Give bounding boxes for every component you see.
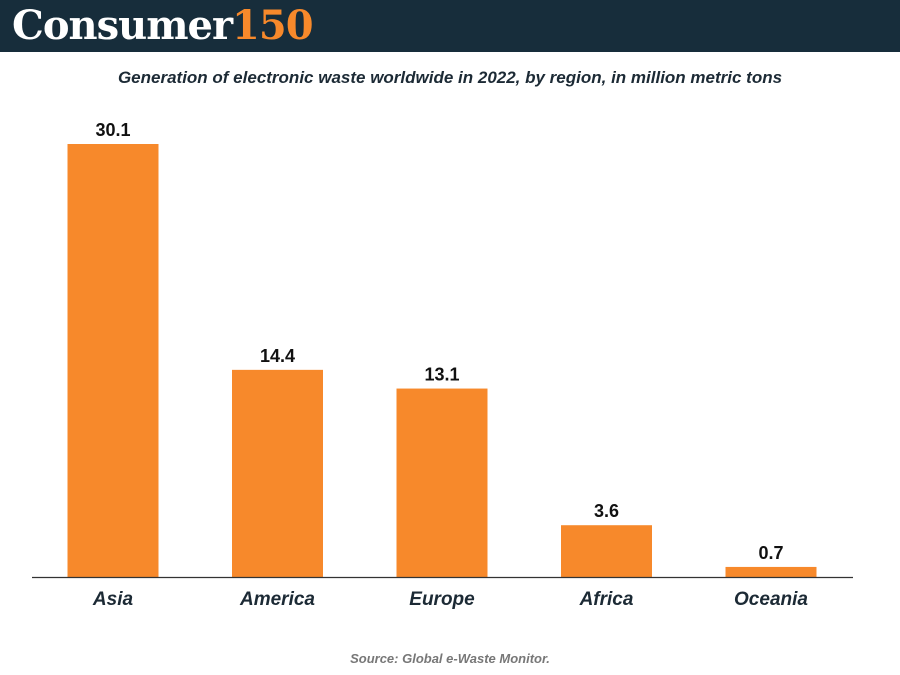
category-label-africa: Africa xyxy=(579,589,634,610)
bar-africa xyxy=(561,525,652,577)
value-label-oceania: 0.7 xyxy=(758,543,783,563)
category-label-europe: Europe xyxy=(409,589,475,610)
category-label-america: America xyxy=(239,589,315,610)
bar-asia xyxy=(67,144,159,577)
value-label-africa: 3.6 xyxy=(594,501,619,521)
header-bar: Consumer150 xyxy=(0,0,900,52)
category-label-asia: Asia xyxy=(92,589,134,610)
value-label-europe: 13.1 xyxy=(424,365,459,385)
category-label-oceania: Oceania xyxy=(734,589,808,610)
bar-oceania xyxy=(725,566,817,577)
value-label-america: 14.4 xyxy=(260,346,295,366)
brand-name: Consumer xyxy=(12,2,233,49)
brand-logo: Consumer150 xyxy=(12,2,314,50)
bar-america xyxy=(232,369,323,577)
bar-group: 30.1 Asia 14.4 America 13.1 Europe 3.6 Africa 0.… xyxy=(67,120,817,610)
bar-europe xyxy=(396,388,488,577)
source-note: Source: Global e-Waste Monitor. xyxy=(350,651,550,666)
chart-title: Generation of electronic waste worldwide… xyxy=(117,68,783,87)
value-label-asia: 30.1 xyxy=(95,120,130,140)
brand-number: 150 xyxy=(232,2,313,49)
